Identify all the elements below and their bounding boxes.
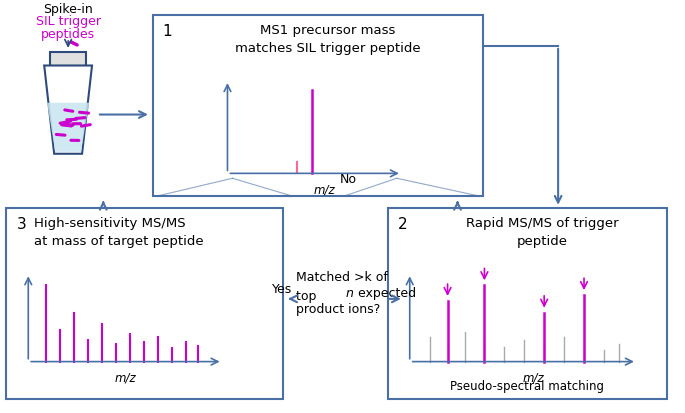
Bar — [6, 208, 283, 399]
Text: Rapid MS/MS of trigger
peptide: Rapid MS/MS of trigger peptide — [466, 218, 619, 249]
Text: 3: 3 — [16, 218, 26, 233]
Text: product ions?: product ions? — [296, 303, 380, 316]
Text: MS1 precursor mass
matches SIL trigger peptide: MS1 precursor mass matches SIL trigger p… — [235, 24, 421, 55]
Text: m/z: m/z — [314, 183, 336, 196]
Text: No: No — [340, 173, 357, 186]
Text: Matched >k of
top: Matched >k of top — [296, 271, 388, 304]
Text: 2: 2 — [398, 218, 408, 233]
Text: peptides: peptides — [41, 28, 95, 41]
Text: m/z: m/z — [523, 371, 544, 385]
Text: Pseudo-spectral matching: Pseudo-spectral matching — [450, 380, 604, 393]
Text: n: n — [346, 287, 354, 300]
Bar — [388, 208, 667, 399]
Text: expected: expected — [354, 287, 416, 300]
Polygon shape — [45, 66, 92, 154]
Text: Spike-in: Spike-in — [43, 3, 93, 17]
Text: m/z: m/z — [114, 371, 136, 385]
Bar — [50, 52, 86, 66]
Text: SIL trigger: SIL trigger — [36, 15, 101, 28]
Polygon shape — [47, 103, 89, 152]
Text: High-sensitivity MS/MS
at mass of target peptide: High-sensitivity MS/MS at mass of target… — [34, 218, 204, 249]
Text: Yes: Yes — [272, 283, 292, 296]
Bar — [153, 14, 484, 196]
Text: 1: 1 — [163, 24, 173, 39]
